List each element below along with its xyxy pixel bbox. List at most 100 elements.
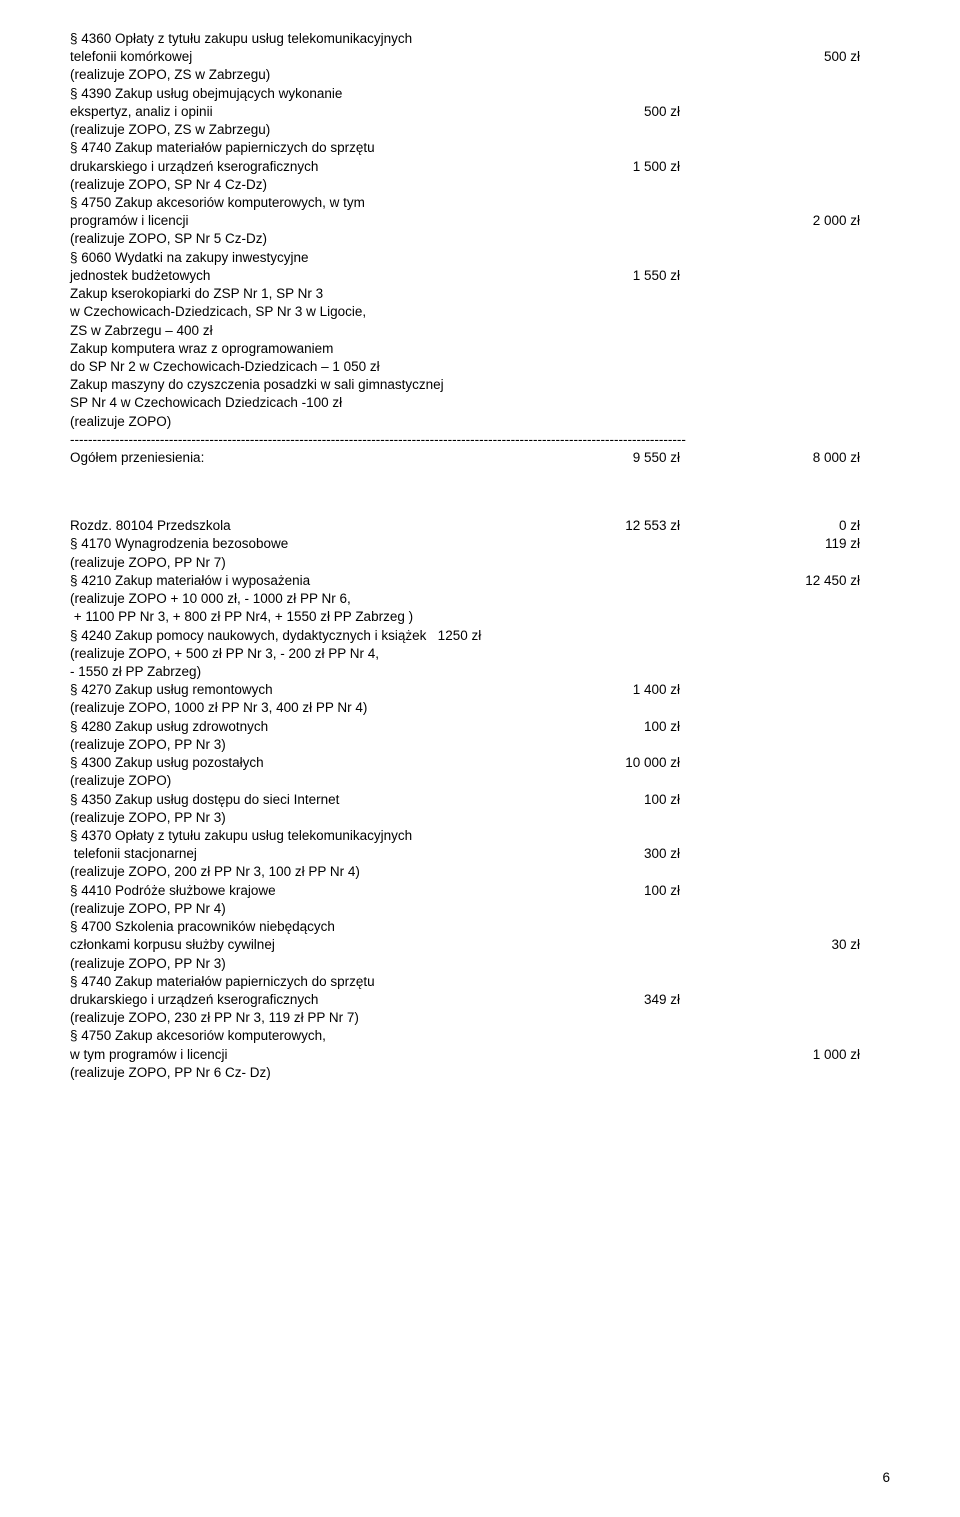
row-mid-amount: [520, 30, 710, 48]
row-right-amount: 1 000 zł: [710, 1046, 860, 1064]
row-right-amount: [710, 103, 860, 121]
row-right-amount: 30 zł: [710, 936, 860, 954]
text-row: (realizuje ZOPO + 10 000 zł, - 1000 zł P…: [70, 590, 890, 608]
row-mid-amount: [520, 535, 710, 553]
row-text: § 4280 Zakup usług zdrowotnych: [70, 718, 520, 736]
row-right-amount: [710, 139, 860, 157]
row-mid-amount: [520, 1046, 710, 1064]
row-mid-amount: [520, 663, 710, 681]
row-right-amount: 0 zł: [710, 517, 860, 535]
row-mid-amount: [520, 608, 710, 626]
text-row: § 4170 Wynagrodzenia bezosobowe119 zł: [70, 535, 890, 553]
row-mid-amount: [520, 1009, 710, 1027]
row-right-amount: [710, 1027, 860, 1045]
row-text: Zakup kserokopiarki do ZSP Nr 1, SP Nr 3: [70, 285, 520, 303]
row-text: § 4750 Zakup akcesoriów komputerowych,: [70, 1027, 520, 1045]
row-text: § 4170 Wynagrodzenia bezosobowe: [70, 535, 520, 553]
row-mid-amount: [520, 918, 710, 936]
row-mid-amount: [520, 249, 710, 267]
row-right-amount: [710, 736, 860, 754]
row-right-amount: 8 000 zł: [710, 449, 860, 467]
row-text: drukarskiego i urządzeń kserograficznych: [70, 158, 520, 176]
text-row: (realizuje ZOPO): [70, 772, 890, 790]
row-right-amount: [710, 900, 860, 918]
row-text: telefonii stacjonarnej: [70, 845, 520, 863]
row-mid-amount: [520, 827, 710, 845]
text-row: § 4750 Zakup akcesoriów komputerowych,: [70, 1027, 890, 1045]
row-mid-amount: [520, 194, 710, 212]
row-right-amount: [710, 340, 860, 358]
row-mid-amount: [520, 645, 710, 663]
row-right-amount: [710, 863, 860, 881]
row-mid-amount: [520, 863, 710, 881]
row-text: SP Nr 4 w Czechowicach Dziedzicach -100 …: [70, 394, 520, 412]
text-row: § 4740 Zakup materiałów papierniczych do…: [70, 973, 890, 991]
row-mid-amount: [520, 900, 710, 918]
row-text: § 4700 Szkolenia pracowników niebędących: [70, 918, 520, 936]
text-row: drukarskiego i urządzeń kserograficznych…: [70, 991, 890, 1009]
row-text: (realizuje ZOPO + 10 000 zł, - 1000 zł P…: [70, 590, 520, 608]
row-mid-amount: [520, 413, 710, 431]
row-right-amount: [710, 827, 860, 845]
row-text: Rozdz. 80104 Przedszkola: [70, 517, 520, 535]
text-row: (realizuje ZOPO, ZS w Zabrzegu): [70, 66, 890, 84]
row-text: Zakup komputera wraz z oprogramowaniem: [70, 340, 520, 358]
text-row: (realizuje ZOPO, PP Nr 7): [70, 554, 890, 572]
text-row: (realizuje ZOPO, SP Nr 5 Cz-Dz): [70, 230, 890, 248]
row-right-amount: [710, 663, 860, 681]
text-row: § 4410 Podróże służbowe krajowe100 zł: [70, 882, 890, 900]
row-text: (realizuje ZOPO, 230 zł PP Nr 3, 119 zł …: [70, 1009, 520, 1027]
row-text: (realizuje ZOPO, PP Nr 6 Cz- Dz): [70, 1064, 520, 1082]
section-2: Rozdz. 80104 Przedszkola12 553 zł0 zł§ 4…: [70, 517, 890, 1082]
row-text: § 4240 Zakup pomocy naukowych, dydaktycz…: [70, 627, 520, 645]
row-right-amount: [710, 882, 860, 900]
text-row: (realizuje ZOPO, PP Nr 3): [70, 955, 890, 973]
row-text: (realizuje ZOPO, 1000 zł PP Nr 3, 400 zł…: [70, 699, 520, 717]
row-mid-amount: [520, 627, 710, 645]
row-text: telefonii komórkowej: [70, 48, 520, 66]
row-mid-amount: 10 000 zł: [520, 754, 710, 772]
row-text: § 4740 Zakup materiałów papierniczych do…: [70, 973, 520, 991]
row-right-amount: [710, 394, 860, 412]
text-row: telefonii stacjonarnej300 zł: [70, 845, 890, 863]
row-text: (realizuje ZOPO, 200 zł PP Nr 3, 100 zł …: [70, 863, 520, 881]
row-text: ekspertyz, analiz i opinii: [70, 103, 520, 121]
text-row: § 4370 Opłaty z tytułu zakupu usług tele…: [70, 827, 890, 845]
row-text: § 4410 Podróże służbowe krajowe: [70, 882, 520, 900]
text-row: § 4350 Zakup usług dostępu do sieci Inte…: [70, 791, 890, 809]
row-text: § 4270 Zakup usług remontowych: [70, 681, 520, 699]
row-right-amount: [710, 590, 860, 608]
row-right-amount: [710, 285, 860, 303]
page-number: 6: [882, 1469, 890, 1487]
row-text: § 4370 Opłaty z tytułu zakupu usług tele…: [70, 827, 520, 845]
row-mid-amount: [520, 139, 710, 157]
row-right-amount: [710, 645, 860, 663]
text-row: + 1100 PP Nr 3, + 800 zł PP Nr4, + 1550 …: [70, 608, 890, 626]
row-right-amount: [710, 30, 860, 48]
row-right-amount: [710, 1009, 860, 1027]
row-text: § 6060 Wydatki na zakupy inwestycyjne: [70, 249, 520, 267]
row-mid-amount: 100 zł: [520, 718, 710, 736]
row-mid-amount: [520, 340, 710, 358]
row-mid-amount: [520, 554, 710, 572]
row-right-amount: [710, 66, 860, 84]
divider-dashes: ----------------------------------------…: [70, 431, 890, 449]
text-row: (realizuje ZOPO, SP Nr 4 Cz-Dz): [70, 176, 890, 194]
row-text: jednostek budżetowych: [70, 267, 520, 285]
row-mid-amount: 1 550 zł: [520, 267, 710, 285]
text-row: - 1550 zł PP Zabrzeg): [70, 663, 890, 681]
row-right-amount: [710, 627, 860, 645]
row-right-amount: [710, 413, 860, 431]
row-text: programów i licencji: [70, 212, 520, 230]
text-row: § 4360 Opłaty z tytułu zakupu usług tele…: [70, 30, 890, 48]
row-text: Ogółem przeniesienia:: [70, 449, 520, 467]
text-row: Zakup kserokopiarki do ZSP Nr 1, SP Nr 3: [70, 285, 890, 303]
row-right-amount: [710, 955, 860, 973]
row-mid-amount: 1 400 zł: [520, 681, 710, 699]
row-mid-amount: 100 zł: [520, 791, 710, 809]
text-row: § 4300 Zakup usług pozostałych10 000 zł: [70, 754, 890, 772]
text-row: ekspertyz, analiz i opinii500 zł: [70, 103, 890, 121]
row-right-amount: [710, 681, 860, 699]
row-text: (realizuje ZOPO, SP Nr 5 Cz-Dz): [70, 230, 520, 248]
row-text: § 4360 Opłaty z tytułu zakupu usług tele…: [70, 30, 520, 48]
